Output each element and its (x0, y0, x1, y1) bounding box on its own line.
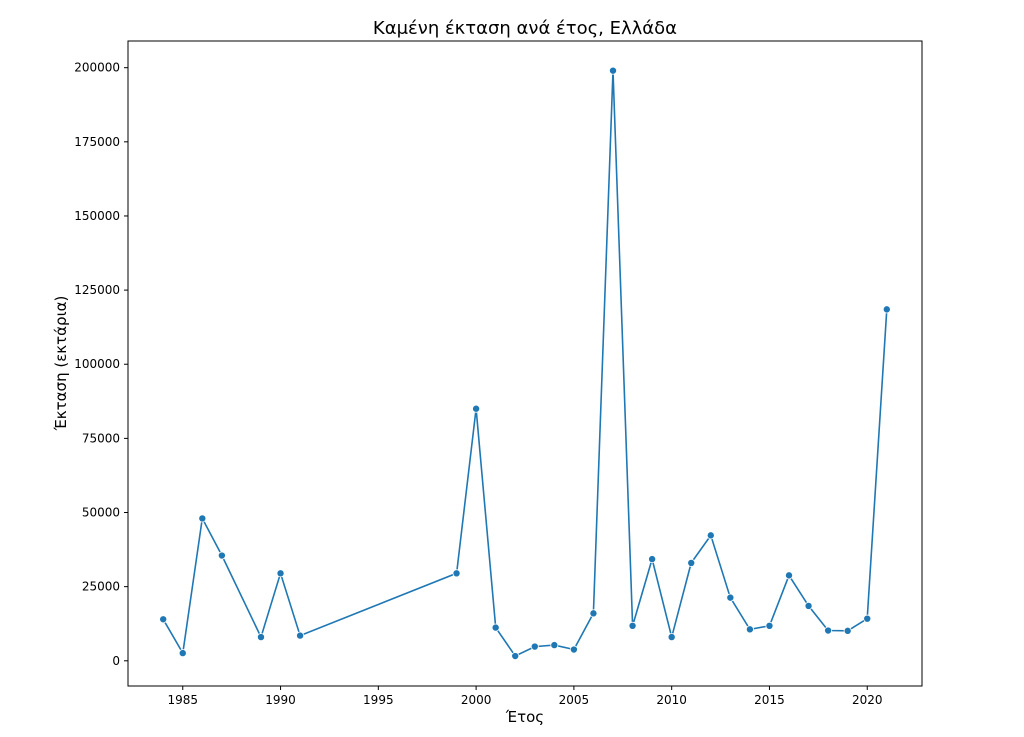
data-point (256, 633, 265, 642)
data-point (296, 631, 305, 640)
data-point (843, 626, 852, 635)
x-tick-label: 2015 (754, 693, 785, 707)
x-tick-label: 2005 (559, 693, 590, 707)
y-tick-label: 175000 (74, 135, 120, 149)
data-point (276, 569, 285, 578)
x-tick-label: 1995 (363, 693, 394, 707)
data-point (785, 571, 794, 580)
data-point (198, 514, 207, 523)
data-point (472, 404, 481, 413)
data-point (667, 633, 676, 642)
x-axis: 1985 1990 1995 2000 2005 2010 2015 2020 (167, 686, 883, 707)
data-point (159, 615, 168, 624)
x-tick-label: 2000 (461, 693, 492, 707)
y-tick-label: 0 (112, 654, 120, 668)
data-point (882, 305, 891, 314)
data-point (706, 531, 715, 540)
data-points (159, 66, 891, 661)
y-tick-label: 150000 (74, 209, 120, 223)
y-tick-label: 50000 (82, 506, 120, 520)
data-point (628, 621, 637, 630)
data-point (178, 649, 187, 658)
data-point (687, 558, 696, 567)
data-point (609, 66, 618, 75)
y-tick-label: 125000 (74, 283, 120, 297)
data-point (589, 609, 598, 618)
data-point (824, 626, 833, 635)
x-tick-label: 1990 (265, 693, 296, 707)
data-point (648, 555, 657, 564)
x-tick-label: 2010 (656, 693, 687, 707)
data-point (745, 625, 754, 634)
data-point (530, 642, 539, 651)
y-axis-label: Έκταση (εκτάρια) (52, 296, 70, 432)
data-point (550, 641, 559, 650)
x-tick-label: 2020 (852, 693, 883, 707)
y-axis: 0 25000 50000 75000 100000 125000 150000 175000… (74, 61, 128, 668)
data-point (491, 623, 500, 632)
data-point (765, 621, 774, 630)
data-point (511, 652, 520, 661)
data-point (217, 551, 226, 560)
plot-area (127, 40, 923, 687)
y-tick-label: 25000 (82, 580, 120, 594)
data-point (452, 569, 461, 578)
chart-title: Καμένη έκταση ανά έτος, Ελλάδα (373, 18, 677, 39)
data-point (863, 614, 872, 623)
y-tick-label: 75000 (82, 431, 120, 445)
x-axis-label: Έτος (505, 708, 544, 726)
y-tick-label: 200000 (74, 61, 120, 75)
series-line (162, 70, 888, 658)
data-point (726, 593, 735, 602)
data-point (804, 601, 813, 610)
data-point (569, 645, 578, 654)
x-tick-label: 1985 (167, 693, 198, 707)
y-tick-label: 100000 (74, 357, 120, 371)
